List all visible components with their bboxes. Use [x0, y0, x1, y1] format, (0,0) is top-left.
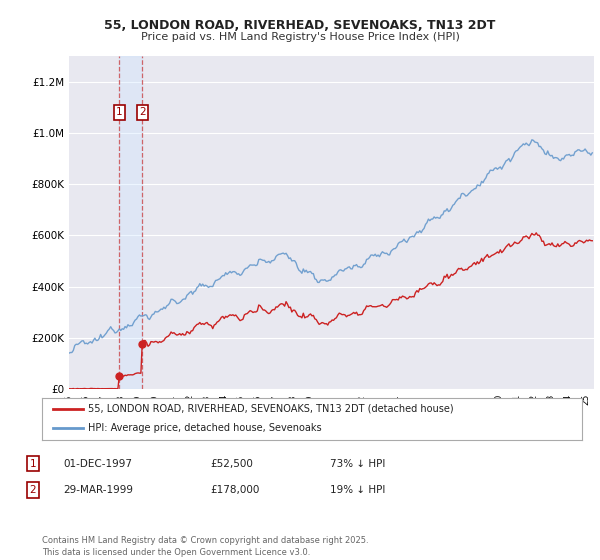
Text: 55, LONDON ROAD, RIVERHEAD, SEVENOAKS, TN13 2DT: 55, LONDON ROAD, RIVERHEAD, SEVENOAKS, T…	[104, 19, 496, 32]
Text: 1: 1	[116, 108, 122, 118]
Text: 73% ↓ HPI: 73% ↓ HPI	[330, 459, 385, 469]
Text: 01-DEC-1997: 01-DEC-1997	[63, 459, 132, 469]
Text: £52,500: £52,500	[210, 459, 253, 469]
Text: 29-MAR-1999: 29-MAR-1999	[63, 485, 133, 495]
Text: HPI: Average price, detached house, Sevenoaks: HPI: Average price, detached house, Seve…	[88, 423, 322, 433]
Text: 55, LONDON ROAD, RIVERHEAD, SEVENOAKS, TN13 2DT (detached house): 55, LONDON ROAD, RIVERHEAD, SEVENOAKS, T…	[88, 404, 454, 414]
Bar	[119, 56, 142, 389]
Text: 1: 1	[29, 459, 37, 469]
Text: 2: 2	[139, 108, 145, 118]
Text: 19% ↓ HPI: 19% ↓ HPI	[330, 485, 385, 495]
Text: 2: 2	[29, 485, 37, 495]
Text: Contains HM Land Registry data © Crown copyright and database right 2025.
This d: Contains HM Land Registry data © Crown c…	[42, 536, 368, 557]
Text: £178,000: £178,000	[210, 485, 259, 495]
Text: Price paid vs. HM Land Registry's House Price Index (HPI): Price paid vs. HM Land Registry's House …	[140, 32, 460, 42]
